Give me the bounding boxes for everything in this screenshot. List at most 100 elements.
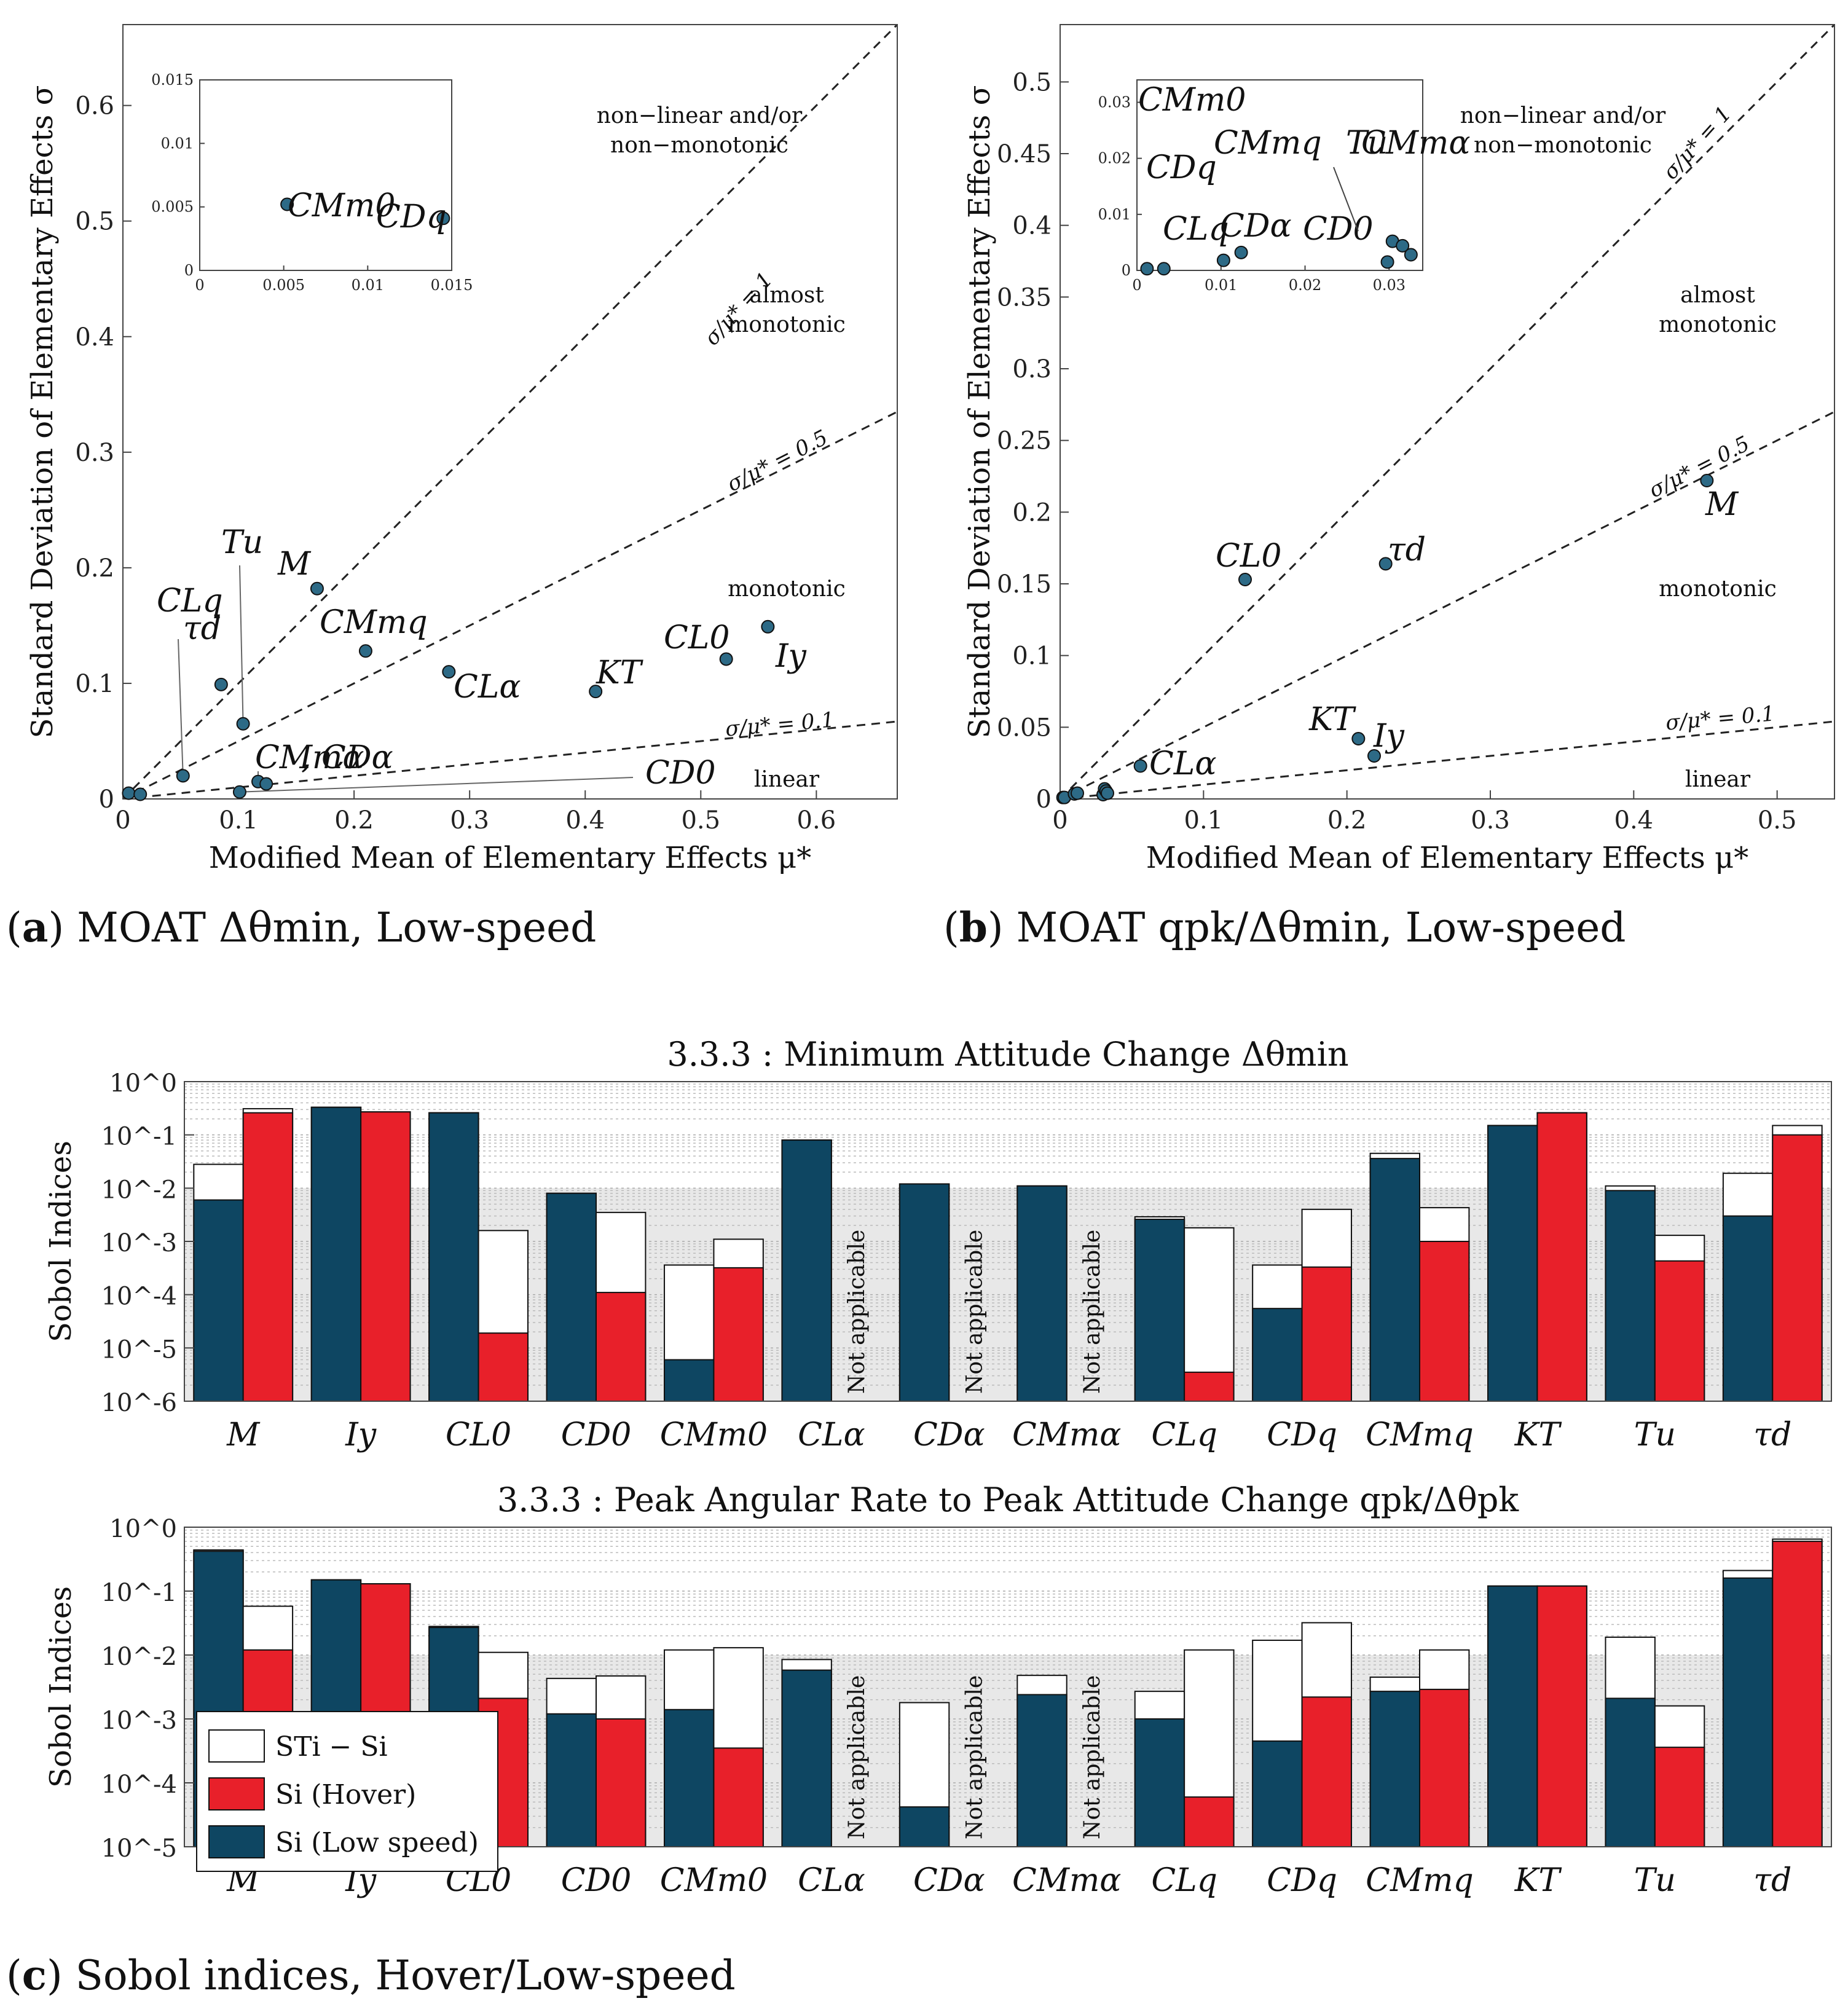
legend-entry: STi − Si (275, 1731, 388, 1763)
ratio-line-0-5 (123, 411, 897, 799)
category-label-cd0: CD0 (561, 1862, 632, 1899)
bar-first-low-cd (898, 1183, 950, 1402)
inset-y-tick-label: 0.015 (151, 71, 194, 88)
ratio-label-0-1: σ/μ* = 0.1 (1665, 701, 1776, 735)
x-tick-label: 0.5 (681, 806, 720, 835)
point-cl (442, 665, 456, 679)
ratio-line-0-5 (1060, 411, 1834, 799)
x-axis-label: Modified Mean of Elementary Effects μ* (1146, 841, 1748, 875)
y-tick-label: 0.1 (75, 670, 114, 698)
inset-point-label-cmm: CMmα (1361, 125, 1470, 162)
chart-title: 3.3.3 : Peak Angular Rate to Peak Attitu… (497, 1480, 1519, 1519)
y-tick-label: 0 (99, 785, 114, 814)
category-label-cl: CLα (798, 1862, 865, 1899)
y-tick-label: 10^0 (109, 1069, 177, 1098)
point-d (1378, 557, 1393, 571)
category-label-cmmq: CMmq (1366, 1417, 1474, 1453)
y-tick-label: 0.5 (1012, 68, 1052, 96)
ratio-line-1 (1060, 25, 1834, 799)
inset-x-tick-label: 0.005 (262, 277, 305, 294)
point-label-iy: Iy (775, 638, 807, 675)
bar-first-low-cl (781, 1669, 832, 1848)
ratio-line-0-1 (123, 720, 897, 799)
category-label-cdq: CDq (1267, 1417, 1337, 1453)
y-tick-label: 0.05 (997, 714, 1052, 742)
x-tick-label: 0.2 (334, 806, 374, 835)
category-label-cdq: CDq (1267, 1862, 1337, 1899)
chart-title: 3.3.3 : Minimum Attitude Change Δθmin (667, 1035, 1348, 1074)
region-label: monotonic (728, 312, 846, 337)
y-axis-label: Sobol Indices (44, 1141, 78, 1342)
bar-first-hover-d (1772, 1541, 1823, 1847)
inset-y-tick-label: 0.01 (161, 135, 194, 152)
region-label: non−monotonic (1474, 133, 1652, 158)
point-tu (236, 717, 250, 731)
bar-first-low-clq (1134, 1219, 1185, 1402)
inset-point-cd (1234, 245, 1248, 259)
point-iy (1367, 749, 1381, 763)
legend-entry: Si (Low speed) (275, 1827, 479, 1858)
not-applicable-label: Not applicable (962, 1675, 987, 1839)
y-tick-label: 0.45 (997, 140, 1052, 168)
y-tick-label: 0.3 (75, 439, 114, 467)
category-label-cd0: CD0 (561, 1417, 632, 1453)
ratio-line-1 (123, 25, 897, 799)
point-label-kt: KT (596, 655, 643, 691)
y-tick-label: 10^-1 (101, 1579, 177, 1607)
bar-first-hover-cmmq (1419, 1241, 1470, 1402)
ratio-label-1: σ/μ* = 1 (1658, 101, 1736, 184)
region-label: non−monotonic (610, 133, 788, 158)
inset-frame (199, 79, 452, 271)
y-axis-label: Standard Deviation of Elementary Effects… (25, 85, 60, 739)
inset-y-tick-label: 0.03 (1098, 93, 1131, 111)
region-label: almost (749, 283, 824, 308)
x-tick-label: 0.2 (1327, 806, 1367, 835)
bar-first-low-iy (310, 1106, 362, 1402)
bar-first-low-kt (1487, 1125, 1538, 1402)
bar-first-low-cmm0 (664, 1708, 715, 1848)
category-label-kt: KT (1514, 1417, 1562, 1453)
point-d (214, 677, 228, 691)
y-tick-label: 0.2 (75, 554, 114, 583)
bar-first-low-tu (1605, 1697, 1656, 1848)
legend-swatch (208, 1777, 265, 1810)
x-tick-label: 0 (1052, 806, 1068, 835)
x-axis-label: Modified Mean of Elementary Effects μ* (209, 841, 811, 875)
bar-first-hover-cmm0 (713, 1267, 764, 1402)
y-tick-label: 0.3 (1012, 355, 1052, 383)
not-applicable-label: Not applicable (844, 1230, 870, 1394)
panel-b-moat-scatter: 0 0.1 0.2 0.3 0.4 0.5 0 0.05 0.1 0.15 0.2 0.25 0.3 0.… (962, 24, 1835, 875)
bar-first-hover-clq (1184, 1371, 1235, 1402)
point-label-cmmq: CMmq (320, 604, 428, 641)
category-label-iy: Iy (345, 1417, 377, 1453)
category-label-d: τd (1753, 1862, 1791, 1899)
y-tick-label: 10^-1 (101, 1123, 177, 1151)
x-tick-label: 0.6 (797, 806, 836, 835)
category-label-clq: CLq (1151, 1862, 1217, 1899)
y-tick-label: 10^-2 (101, 1176, 177, 1204)
bar-first-hover-cdq (1301, 1266, 1352, 1402)
y-tick-label: 0.25 (997, 427, 1052, 455)
inset-point-label-cd0: CD0 (1303, 211, 1374, 248)
y-tick-label: 0.4 (75, 323, 114, 352)
point-cdq (133, 787, 147, 801)
y-tick-label: 10^-6 (101, 1389, 177, 1417)
point-label-iy: Iy (1373, 718, 1405, 755)
bar-first-low-cmmq (1369, 1691, 1421, 1848)
category-label-clq: CLq (1151, 1417, 1217, 1453)
inset-point-label-cdq: CDq (376, 199, 447, 235)
inset-x-tick-label: 0 (1132, 277, 1141, 294)
point-label-cd0: CD0 (645, 755, 716, 792)
bar-first-hover-cmm0 (713, 1747, 764, 1848)
inset-x-tick-label: 0.03 (1373, 277, 1406, 294)
y-tick-label: 0.35 (997, 283, 1052, 312)
legend-entry: Si (Hover) (275, 1779, 416, 1810)
bar-first-hover-cdq (1301, 1696, 1352, 1847)
bar-first-low-cmm0 (664, 1359, 715, 1402)
inset-point-label-cdq: CDq (1146, 149, 1217, 186)
category-label-cmm: CMmα (1012, 1862, 1121, 1899)
category-label-cmm0: CMm0 (660, 1862, 768, 1899)
region-label: linear (754, 767, 820, 792)
y-tick-label: 0.5 (75, 208, 114, 236)
